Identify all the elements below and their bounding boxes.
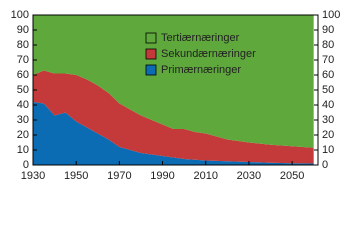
- y-tick-label: 30: [17, 114, 29, 126]
- legend-label: Primærnæringer: [161, 64, 241, 76]
- y-tick-label: 100: [11, 9, 29, 21]
- y-tick-label: 50: [17, 84, 29, 96]
- y-tick-label: 10: [17, 144, 29, 156]
- y2-tick-label: 0: [322, 159, 328, 171]
- x-tick-label: 1990: [150, 170, 174, 182]
- legend: Tertiærnæringer Sekundærnæringer Primærnær…: [145, 32, 256, 76]
- y-tick-label: 60: [17, 69, 29, 81]
- legend-swatch: [145, 64, 157, 76]
- x-tick-label: 1930: [21, 170, 45, 182]
- x-tick-label: 2050: [280, 170, 304, 182]
- x-tick-label: 2030: [237, 170, 261, 182]
- y-tick-label: 20: [17, 129, 29, 141]
- y2-tick-label: 60: [322, 69, 334, 81]
- area: [33, 70, 314, 164]
- y-tick-label: 70: [17, 54, 29, 66]
- x-tick-label: 1950: [64, 170, 88, 182]
- y2-tick-label: 80: [322, 39, 334, 51]
- y2-tick-label: 20: [322, 129, 334, 141]
- y2-tick-label: 30: [322, 114, 334, 126]
- x-tick-label: 1970: [107, 170, 131, 182]
- y2-tick-label: 90: [322, 24, 334, 36]
- legend-label: Sekundærnæringer: [161, 48, 256, 60]
- y-tick-label: 80: [17, 39, 29, 51]
- area: [33, 102, 314, 165]
- legend-swatch: [145, 48, 157, 60]
- legend-label: Tertiærnæringer: [161, 32, 240, 44]
- x-tick-label: 2010: [193, 170, 217, 182]
- y2-tick-label: 70: [322, 54, 334, 66]
- y2-tick-label: 10: [322, 144, 334, 156]
- y2-tick-label: 100: [322, 9, 340, 21]
- area: [33, 15, 314, 148]
- y-tick-label: 0: [23, 159, 29, 171]
- y2-tick-label: 50: [322, 84, 334, 96]
- legend-swatch: [145, 32, 157, 44]
- y-tick-label: 90: [17, 24, 29, 36]
- y-tick-label: 40: [17, 99, 29, 111]
- y2-tick-label: 40: [322, 99, 334, 111]
